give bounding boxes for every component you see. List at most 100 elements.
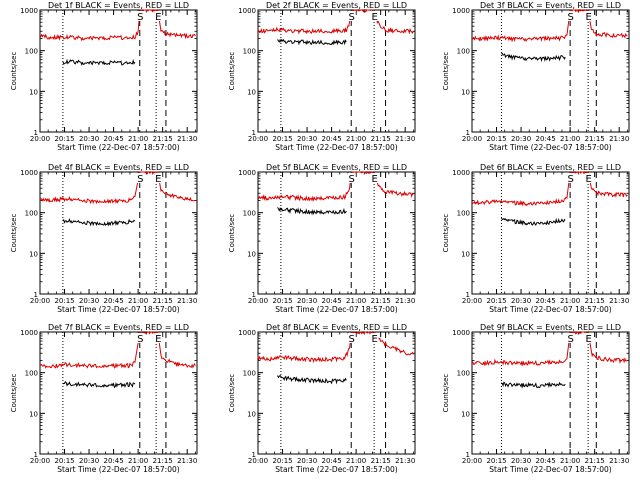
panel-title: Det 5f BLACK = Events, RED = LLD (266, 163, 407, 172)
start-marker: S (567, 334, 573, 345)
x-tick-label: 21:00 (346, 135, 366, 143)
x-tick-label: 20:00 (30, 297, 50, 305)
marker-background (136, 11, 145, 21)
start-marker: S (349, 174, 355, 185)
x-tick-label: 21:30 (177, 297, 197, 305)
y-tick-label: 1 (34, 291, 38, 299)
marker-background (566, 333, 575, 343)
y-tick-label: 10 (247, 88, 256, 96)
y-tick-label: 100 (243, 48, 256, 56)
lld-series-line (39, 9, 196, 42)
y-tick-label: 100 (457, 370, 470, 378)
events-series-line (501, 381, 566, 389)
y-tick-label: 100 (25, 210, 38, 218)
y-tick-label: 10 (247, 410, 256, 418)
y-axis-title: Counts/sec (10, 374, 18, 413)
events-series-line (500, 217, 566, 226)
marker-background (347, 333, 356, 343)
marker-background (154, 333, 163, 343)
plot-frame (471, 331, 630, 455)
x-tick-label: 20:00 (30, 135, 50, 143)
detector-panel: Det 6f BLACK = Events, RED = LLD 1 10 100 10… (442, 163, 630, 314)
plot-frame (39, 171, 198, 295)
x-tick-label: 20:00 (248, 297, 268, 305)
x-tick-label: 20:15 (54, 457, 74, 465)
panel-title: Det 3f BLACK = Events, RED = LLD (480, 1, 621, 10)
x-tick-label: 21:15 (585, 457, 605, 465)
x-tick-label: 20:45 (536, 135, 556, 143)
y-tick-label: 10 (461, 88, 470, 96)
x-tick-label: 21:00 (128, 457, 148, 465)
start-marker: S (137, 334, 143, 345)
x-tick-label: 20:15 (486, 457, 506, 465)
x-tick-label: 20:00 (462, 457, 482, 465)
end-marker: E (585, 12, 591, 23)
marker-background (347, 173, 356, 183)
x-tick-label: 20:30 (511, 457, 531, 465)
x-tick-label: 20:45 (104, 297, 124, 305)
x-tick-label: 21:30 (609, 297, 629, 305)
events-series-line (62, 217, 136, 227)
end-marker: E (371, 12, 377, 23)
y-axis-title: Counts/sec (442, 214, 450, 253)
lld-series-line (39, 331, 196, 369)
panel-title: Det 8f BLACK = Events, RED = LLD (266, 323, 407, 332)
end-marker: E (155, 12, 161, 23)
y-tick-label: 10 (247, 250, 256, 258)
x-tick-label: 21:30 (609, 457, 629, 465)
x-tick-label: 20:15 (272, 457, 292, 465)
panel-title: Det 4f BLACK = Events, RED = LLD (48, 163, 189, 172)
y-tick-label: 100 (25, 370, 38, 378)
x-tick-label: 20:00 (462, 297, 482, 305)
x-tick-label: 21:30 (177, 457, 197, 465)
marker-background (347, 11, 356, 21)
x-tick-label: 20:15 (54, 297, 74, 305)
panel-title: Det 6f BLACK = Events, RED = LLD (480, 163, 621, 172)
detector-panel: Det 4f BLACK = Events, RED = LLD 1 10 100 10… (10, 163, 198, 314)
start-marker: S (567, 12, 573, 23)
marker-background (154, 173, 163, 183)
x-tick-label: 21:30 (609, 135, 629, 143)
marker-background (154, 11, 163, 21)
plot-frame (257, 171, 416, 295)
marker-background (566, 11, 575, 21)
end-marker: E (371, 334, 377, 345)
x-tick-label: 20:15 (486, 135, 506, 143)
y-tick-label: 100 (243, 370, 256, 378)
y-tick-label: 1000 (20, 7, 38, 15)
detector-panel: Det 9f BLACK = Events, RED = LLD 1 10 100 10… (442, 323, 630, 474)
detector-panel: Det 2f BLACK = Events, RED = LLD 1 10 100 10… (228, 1, 416, 152)
x-tick-label: 20:30 (297, 135, 317, 143)
x-tick-label: 20:45 (322, 457, 342, 465)
x-tick-label: 21:15 (371, 135, 391, 143)
plot-frame (257, 9, 416, 133)
marker-background (136, 173, 145, 183)
x-tick-label: 20:00 (248, 135, 268, 143)
x-tick-label: 20:45 (322, 135, 342, 143)
y-tick-label: 1 (252, 291, 256, 299)
y-tick-label: 10 (29, 410, 38, 418)
panel-title: Det 2f BLACK = Events, RED = LLD (266, 1, 407, 10)
end-marker: E (585, 334, 591, 345)
y-tick-label: 100 (457, 210, 470, 218)
detector-panel: Det 8f BLACK = Events, RED = LLD 1 10 100 10… (228, 323, 416, 474)
x-tick-label: 20:00 (462, 135, 482, 143)
x-tick-label: 20:45 (322, 297, 342, 305)
y-tick-label: 10 (461, 250, 470, 258)
x-tick-label: 21:00 (560, 135, 580, 143)
x-tick-label: 21:00 (346, 457, 366, 465)
marker-background (370, 11, 379, 21)
lld-series-line (471, 330, 628, 367)
start-marker: S (567, 174, 573, 185)
x-tick-label: 20:45 (536, 457, 556, 465)
x-tick-label: 20:30 (511, 297, 531, 305)
y-tick-label: 1000 (20, 169, 38, 177)
x-tick-label: 21:00 (128, 135, 148, 143)
lld-series-line (257, 8, 414, 35)
marker-background (370, 173, 379, 183)
x-axis-title: Start Time (22-Dec-07 18:57:00) (57, 465, 179, 474)
y-axis-title: Counts/sec (228, 374, 236, 413)
x-tick-label: 20:00 (30, 457, 50, 465)
x-tick-label: 20:30 (79, 297, 99, 305)
events-series-line (62, 381, 136, 389)
